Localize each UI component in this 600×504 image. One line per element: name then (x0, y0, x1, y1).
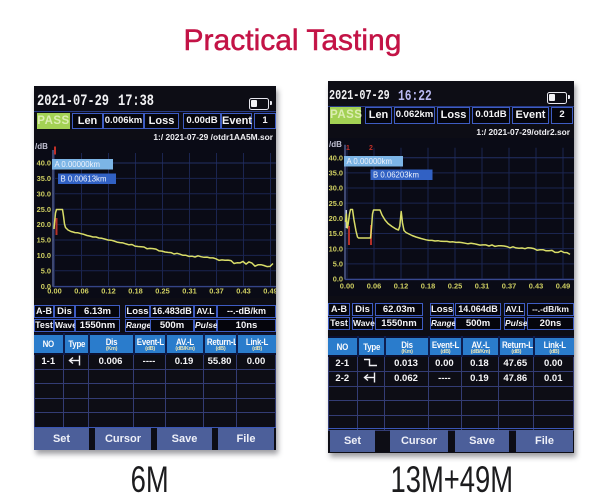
svg-text:/dB: /dB (329, 140, 342, 149)
svg-text:5.0: 5.0 (333, 259, 343, 268)
svg-text:0.18: 0.18 (421, 282, 435, 291)
svg-text:0.12: 0.12 (101, 287, 115, 296)
svg-text:0.37: 0.37 (502, 282, 516, 291)
svg-text:0.00: 0.00 (340, 282, 354, 291)
svg-text:/dB: /dB (35, 142, 48, 151)
svg-text:10.0: 10.0 (329, 244, 343, 253)
svg-text:B 0.06203km: B 0.06203km (373, 171, 419, 180)
svg-text:0.06: 0.06 (74, 287, 88, 296)
svg-text:B 0.00613km: B 0.00613km (61, 175, 107, 184)
svg-text:0.31: 0.31 (475, 282, 489, 291)
svg-text:20.0: 20.0 (329, 214, 343, 223)
svg-text:0.49: 0.49 (263, 287, 276, 296)
svg-text:30.0: 30.0 (329, 184, 343, 193)
svg-text:0.49: 0.49 (556, 282, 570, 291)
svg-text:30.0: 30.0 (37, 189, 51, 198)
svg-text:0.00: 0.00 (47, 287, 61, 296)
svg-text:35.0: 35.0 (329, 168, 343, 177)
svg-text:15.0: 15.0 (329, 229, 343, 238)
svg-text:A 0.00000km: A 0.00000km (347, 157, 393, 166)
svg-text:20.0: 20.0 (37, 220, 51, 229)
svg-text:0.25: 0.25 (448, 282, 462, 291)
svg-text:0.43: 0.43 (236, 287, 250, 296)
svg-text:5.0: 5.0 (41, 266, 51, 275)
svg-text:40.0: 40.0 (37, 159, 51, 168)
svg-text:0.37: 0.37 (209, 287, 223, 296)
svg-text:2: 2 (369, 145, 373, 152)
svg-text:0.0: 0.0 (41, 282, 51, 291)
svg-text:25.0: 25.0 (37, 205, 51, 214)
svg-text:0.12: 0.12 (394, 282, 408, 291)
svg-text:0.43: 0.43 (529, 282, 543, 291)
svg-text:40.0: 40.0 (329, 153, 343, 162)
svg-text:35.0: 35.0 (37, 174, 51, 183)
svg-text:15.0: 15.0 (37, 236, 51, 245)
svg-text:0.25: 0.25 (155, 287, 169, 296)
svg-text:0.06: 0.06 (367, 282, 381, 291)
svg-text:0.0: 0.0 (333, 275, 343, 284)
svg-text:A 0.00000km: A 0.00000km (55, 160, 101, 169)
svg-text:25.0: 25.0 (329, 199, 343, 208)
svg-text:0.31: 0.31 (182, 287, 196, 296)
svg-text:10.0: 10.0 (37, 251, 51, 260)
svg-text:1: 1 (346, 145, 350, 152)
svg-text:0.18: 0.18 (128, 287, 142, 296)
